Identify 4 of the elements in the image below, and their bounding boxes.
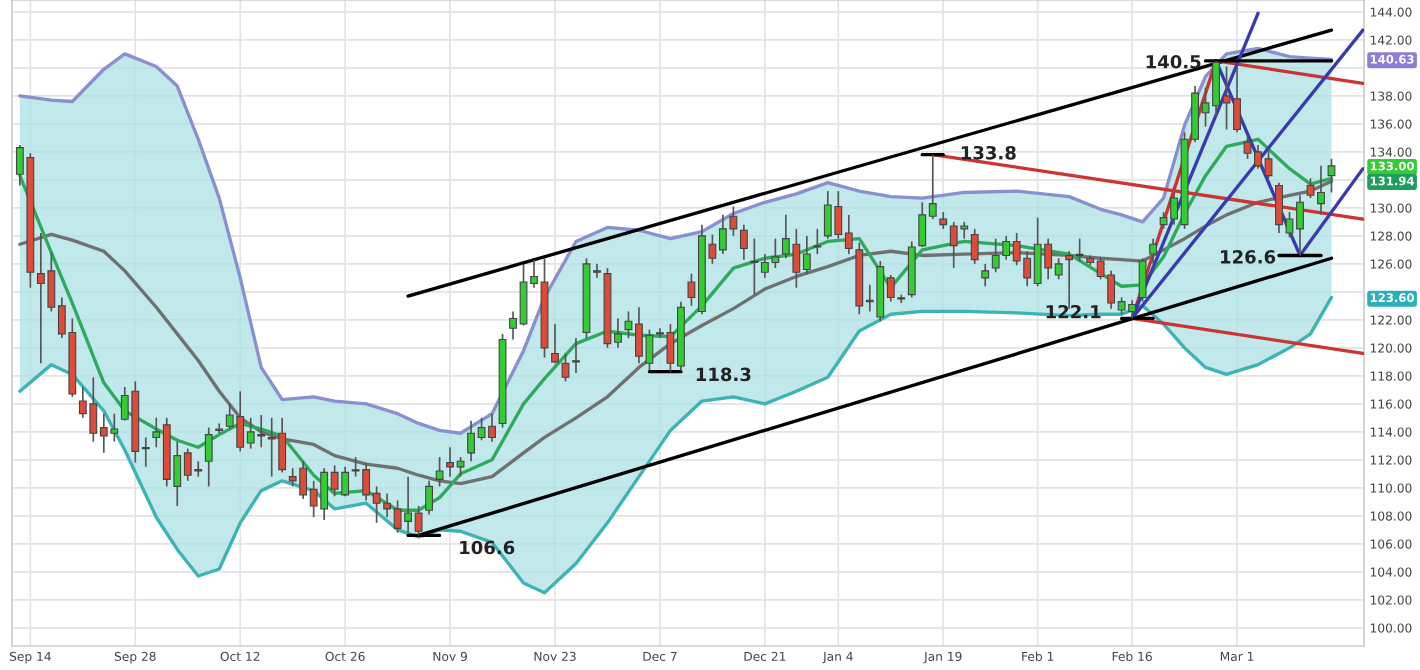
annotation: 126.6	[1221, 249, 1276, 264]
annotation: 118.3	[696, 367, 751, 382]
annotation: 133.8	[961, 145, 1016, 160]
annotation: 140.5	[1146, 54, 1201, 69]
